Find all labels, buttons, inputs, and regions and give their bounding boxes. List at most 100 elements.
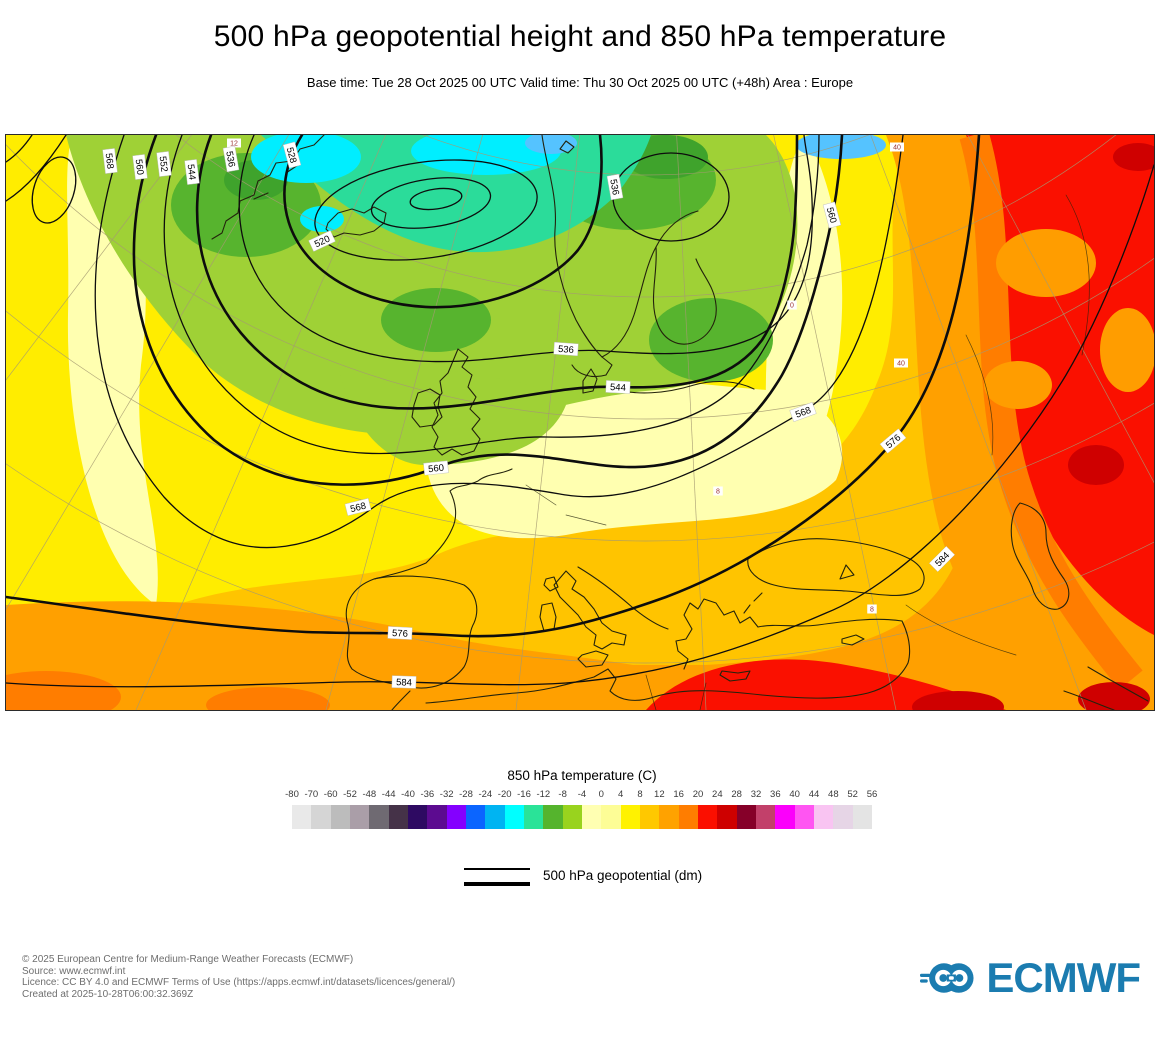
svg-text:568: 568: [103, 153, 116, 170]
colorbar-cell: [369, 805, 389, 829]
svg-text:8: 8: [716, 489, 720, 496]
colorbar-cell: [292, 805, 312, 829]
colorbar-tick: 20: [692, 789, 704, 800]
colorbar-tick: 0: [598, 789, 604, 800]
colorbar-cell: [465, 805, 486, 829]
svg-text:40: 40: [897, 361, 905, 368]
colorbar-tick: 44: [808, 789, 820, 800]
coastlines: [211, 134, 1149, 711]
map-label: 40: [890, 142, 904, 152]
map-label: 568: [789, 402, 817, 422]
svg-text:536: 536: [558, 344, 575, 356]
colorbar-cell: [446, 805, 466, 829]
geopotential-legend-label: 500 hPa geopotential (dm): [543, 868, 703, 883]
page-subtitle: Base time: Tue 28 Oct 2025 00 UTC Valid …: [306, 75, 854, 90]
svg-text:12: 12: [230, 141, 238, 148]
colorbar-cell: [833, 805, 853, 829]
svg-text:560: 560: [133, 159, 146, 176]
map-label: 568: [102, 148, 118, 174]
map-label: 552: [156, 151, 172, 177]
svg-text:536: 536: [223, 150, 237, 168]
colorbar-cell: [485, 805, 505, 829]
colorbar-tick: -4: [577, 789, 587, 800]
svg-text:544: 544: [185, 164, 198, 181]
colorbar-tick: -28: [459, 789, 473, 800]
map-label: 536: [222, 145, 240, 173]
svg-text:536: 536: [607, 178, 621, 196]
colorbar-cell: [523, 805, 544, 829]
svg-text:0: 0: [790, 303, 794, 310]
colorbar-tick: 36: [770, 789, 781, 800]
colorbar-cell: [697, 805, 718, 829]
footer-line: © 2025 European Centre for Medium-Range …: [22, 954, 354, 965]
colorbar-tick: -24: [478, 789, 493, 800]
map-label: 536: [606, 173, 624, 201]
colorbar-tick: 32: [750, 789, 762, 800]
svg-text:552: 552: [157, 156, 170, 173]
colorbar-cell: [620, 805, 640, 829]
colorbar-cell: [543, 805, 563, 829]
map-label: 8: [713, 486, 723, 496]
svg-text:568: 568: [794, 405, 813, 421]
colorbar-cell: [427, 805, 447, 829]
map-label: 544: [184, 159, 200, 185]
colorbar-tick: -8: [558, 789, 567, 800]
colorbar-tick: 16: [673, 789, 684, 800]
colorbar-tick: 24: [712, 789, 723, 800]
colorbar-cell: [581, 805, 602, 829]
map-label: 544: [605, 380, 631, 394]
colorbar-tick: -36: [420, 789, 435, 800]
colorbar-cell: [639, 805, 660, 829]
svg-text:560: 560: [824, 206, 839, 224]
colorbar-cell: [349, 805, 370, 829]
colorbar-tick: -52: [343, 789, 357, 800]
colorbar-cell: [330, 805, 350, 829]
map-label: 560: [822, 201, 842, 229]
colorbar-tick: 8: [637, 789, 643, 800]
colorbar-tick: 56: [866, 789, 878, 800]
map-label: 8: [867, 604, 877, 614]
colorbar-tick: -40: [401, 789, 415, 800]
colorbar-cell: [755, 805, 776, 829]
temperature-shading: [0, 125, 1160, 723]
colorbar-cell: [717, 805, 737, 829]
graticule-labels: 12 0 8 40 40 8: [227, 138, 908, 614]
map-label: 576: [387, 626, 413, 640]
colorbar-cell: [678, 805, 698, 829]
svg-text:568: 568: [349, 501, 367, 516]
colorbar-tick: 52: [847, 789, 858, 800]
geopotential-contours: [4, 133, 1155, 688]
colorbar-cell: [601, 805, 621, 829]
map-label: 12: [227, 138, 241, 148]
colorbar-cell: [311, 805, 331, 829]
colorbar-tick: -70: [304, 789, 319, 800]
footer-attribution: © 2025 European Centre for Medium-Range …: [22, 954, 455, 1000]
colorbar: [292, 805, 872, 829]
colorbar-ticks: -80 -70 -60 -52 -48 -44 -40 -36 -32 -28 -24 -20 -16-…: [285, 789, 877, 801]
ecmwf-logo: ECMWF: [920, 952, 1141, 1004]
colorbar-tick: 40: [789, 789, 800, 800]
footer-line: Created at 2025-10-28T06:00:32.369Z: [22, 988, 194, 1000]
colorbar-cell: [736, 805, 756, 829]
colorbar-tick: -32: [439, 789, 454, 800]
colorbar-cell: [775, 805, 795, 829]
colorbar-tick: -16: [517, 789, 531, 800]
svg-text:544: 544: [610, 382, 626, 394]
colorbar-title: 850 hPa temperature (C): [507, 768, 657, 783]
colorbar-tick: -48: [362, 789, 377, 800]
colorbar-cell: [562, 805, 582, 829]
svg-text:8: 8: [870, 607, 874, 614]
colorbar-tick: -20: [497, 789, 512, 800]
colorbar-tick: 4: [618, 789, 624, 800]
colorbar-cell: [407, 805, 428, 829]
map-label: 568: [344, 498, 372, 516]
ecmwf-logo-icon: [920, 963, 974, 993]
colorbar-cell: [388, 805, 408, 829]
map-label: 536: [553, 341, 579, 357]
colorbar-tick: -12: [536, 789, 551, 800]
svg-text:40: 40: [893, 145, 901, 152]
svg-text:528: 528: [284, 146, 299, 164]
footer-line: Licence: CC BY 4.0 and ECMWF Terms of Us…: [22, 977, 456, 989]
colorbar-tick: -80: [285, 789, 299, 800]
